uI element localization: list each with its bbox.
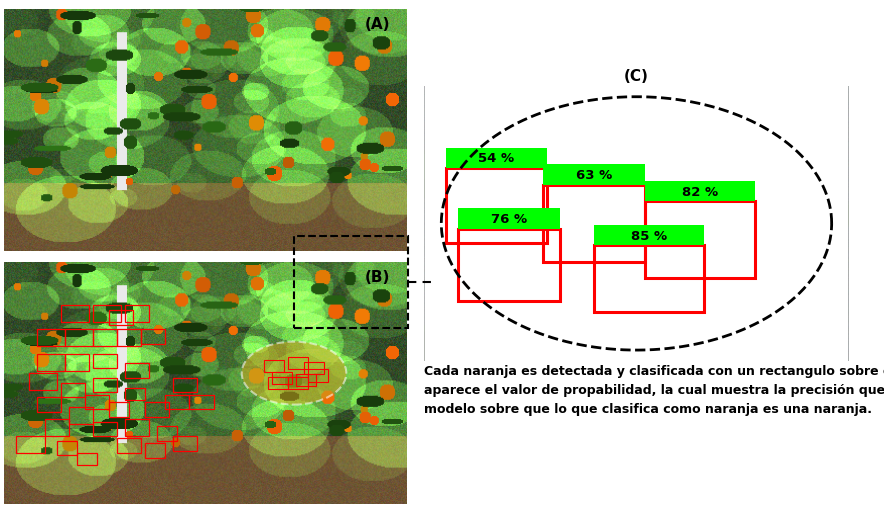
Bar: [17, 436, 45, 453]
Bar: [594, 246, 705, 312]
Bar: [145, 402, 170, 417]
Text: (C): (C): [624, 69, 649, 84]
Bar: [93, 378, 117, 393]
Bar: [543, 185, 645, 263]
Text: Cada naranja es detectada y clasificada con un rectangulo sobre el que
aparece e: Cada naranja es detectada y clasificada …: [424, 364, 884, 415]
Bar: [61, 305, 89, 323]
Text: 76 %: 76 %: [492, 213, 527, 225]
Bar: [109, 402, 129, 417]
Text: 54 %: 54 %: [478, 152, 514, 165]
Bar: [189, 395, 214, 410]
PathPatch shape: [424, 87, 849, 361]
Bar: [145, 443, 165, 458]
Bar: [126, 388, 145, 400]
Text: 63 %: 63 %: [575, 168, 613, 182]
Bar: [45, 419, 69, 436]
Bar: [304, 362, 324, 375]
Bar: [157, 427, 178, 441]
Bar: [446, 169, 547, 243]
Bar: [288, 377, 309, 389]
Bar: [126, 363, 149, 378]
Bar: [165, 395, 189, 410]
Bar: [93, 421, 117, 436]
Circle shape: [241, 342, 347, 405]
Bar: [294, 237, 408, 328]
Bar: [36, 330, 65, 347]
Bar: [446, 148, 547, 169]
Text: 85 %: 85 %: [631, 229, 667, 242]
Bar: [645, 181, 755, 202]
Bar: [117, 439, 141, 453]
Bar: [93, 354, 117, 369]
Bar: [126, 305, 149, 323]
Bar: [65, 354, 89, 371]
Bar: [93, 305, 121, 323]
Bar: [36, 354, 65, 371]
Text: (B): (B): [365, 269, 391, 285]
Bar: [77, 453, 97, 465]
Bar: [173, 378, 197, 393]
Bar: [272, 372, 292, 384]
Bar: [109, 310, 133, 325]
Bar: [65, 330, 93, 347]
Bar: [263, 360, 284, 372]
Bar: [117, 330, 141, 347]
Bar: [645, 202, 755, 279]
Bar: [85, 395, 109, 410]
Bar: [458, 209, 560, 230]
Bar: [69, 407, 93, 424]
Text: 82 %: 82 %: [682, 185, 718, 198]
Bar: [126, 419, 149, 436]
Bar: [61, 383, 85, 398]
Bar: [268, 377, 288, 389]
Bar: [309, 370, 328, 382]
Bar: [36, 398, 61, 412]
Bar: [288, 358, 309, 370]
Bar: [141, 330, 165, 344]
Bar: [173, 436, 197, 451]
Bar: [543, 165, 645, 185]
Bar: [28, 374, 57, 390]
Text: (A): (A): [365, 17, 391, 33]
Bar: [57, 441, 77, 456]
Bar: [93, 330, 117, 347]
Bar: [296, 375, 316, 387]
Bar: [458, 230, 560, 301]
Bar: [594, 225, 705, 246]
